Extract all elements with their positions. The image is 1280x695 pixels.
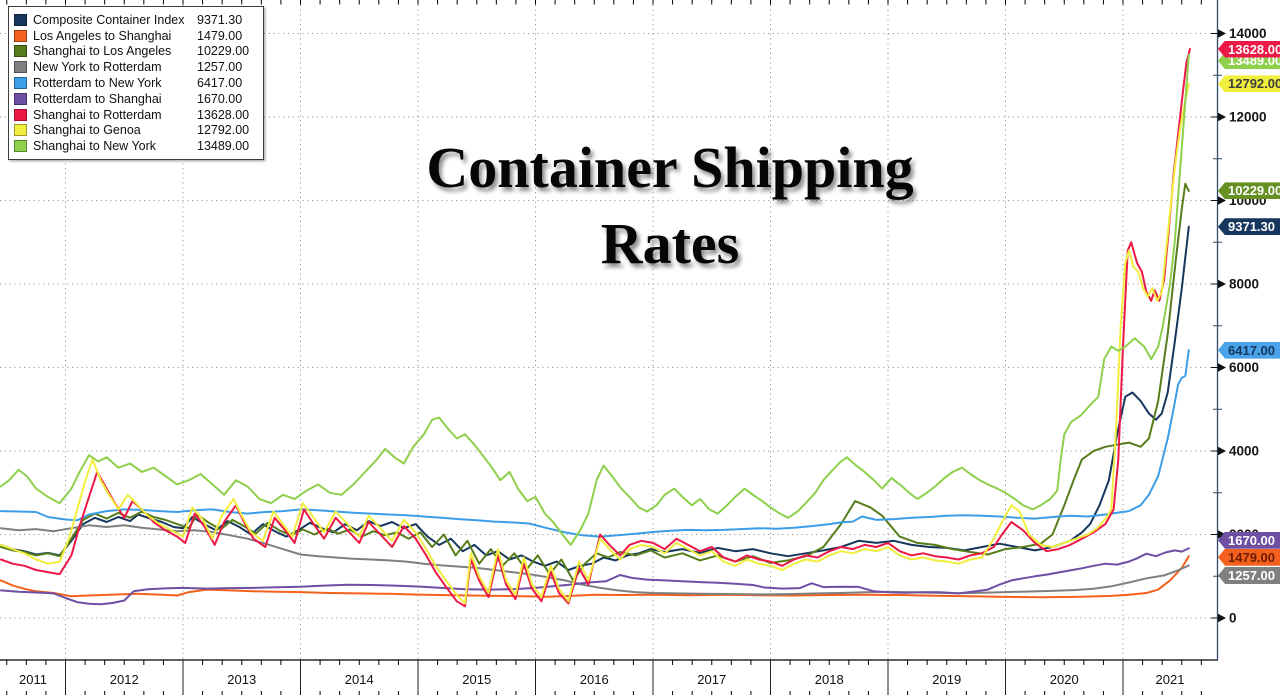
legend-item-los-angeles-to-shanghai: Los Angeles to Shanghai 1479.00: [14, 28, 257, 44]
x-axis-year-label: 2015: [462, 672, 491, 687]
y-axis-label: 6000: [1229, 360, 1259, 375]
legend-route-label: Shanghai to Los Angeles: [33, 44, 172, 59]
y-axis-label: 12000: [1229, 110, 1267, 125]
legend-swatch-icon: [14, 45, 27, 58]
legend-route-label: Composite Container Index: [33, 12, 185, 27]
legend-item-shanghai-to-genoa: Shanghai to Genoa 12792.00: [14, 123, 257, 139]
chart-line-shanghai-to-rotterdam: [0, 48, 1191, 608]
chart-line-rotterdam-to-new-york: [0, 349, 1190, 538]
legend-route-label: Shanghai to Genoa: [33, 123, 141, 138]
legend-value: 10229.00: [197, 44, 250, 59]
x-axis-year-label: 2011: [19, 672, 47, 687]
price-tag-rotterdam-to-shanghai: 1670.00: [1218, 531, 1280, 549]
legend-route-label: Rotterdam to Shanghai: [33, 91, 162, 106]
legend-box: Composite Container Index 9371.30 Los Ange…: [8, 6, 264, 161]
legend-item-rotterdam-to-new-york: Rotterdam to New York 6417.00: [14, 75, 257, 91]
legend-item-rotterdam-to-shanghai: Rotterdam to Shanghai 1670.00: [14, 91, 257, 107]
legend-swatch-icon: [14, 92, 27, 105]
legend-item-new-york-to-rotterdam: New York to Rotterdam 1257.00: [14, 59, 257, 75]
x-axis-year-label: 2013: [227, 672, 256, 687]
price-tag-new-york-to-rotterdam: 1257.00: [1218, 567, 1280, 584]
price-tag-composite-container-index: 9371.30: [1218, 218, 1280, 236]
x-axis-year-label: 2014: [345, 672, 374, 687]
legend-value: 13489.00: [197, 139, 250, 154]
legend-route-label: Rotterdam to New York: [33, 76, 162, 91]
y-axis-label: 8000: [1229, 277, 1259, 292]
x-axis-year-label: 2019: [932, 672, 961, 687]
legend-swatch-icon: [14, 29, 27, 42]
y-axis-label: 14000: [1229, 26, 1267, 41]
legend-value: 13628.00: [197, 107, 250, 122]
y-axis-arrow-icon: [1218, 530, 1226, 539]
chart-line-shanghai-to-genoa: [0, 82, 1190, 605]
legend-item-shanghai-to-los-angeles: Shanghai to Los Angeles 10229.00: [14, 44, 257, 60]
y-axis-arrow-icon: [1218, 196, 1226, 205]
legend-route-label: New York to Rotterdam: [33, 60, 162, 75]
legend-swatch-icon: [14, 124, 27, 137]
price-tag-shanghai-to-rotterdam: 13628.00: [1218, 40, 1280, 58]
x-axis-year-label: 2017: [697, 672, 726, 687]
x-axis-year-label: 2012: [110, 672, 139, 687]
legend-swatch-icon: [14, 61, 27, 74]
legend-value: 9371.30: [197, 12, 243, 27]
legend-swatch-icon: [14, 77, 27, 90]
y-axis-label: 4000: [1229, 444, 1259, 459]
chart-line-rotterdam-to-shanghai: [0, 547, 1190, 606]
legend-item-shanghai-to-rotterdam: Shanghai to Rotterdam 13628.00: [14, 107, 257, 123]
series-lines: [0, 48, 1191, 608]
price-tag-shanghai-to-los-angeles: 10229.00: [1218, 182, 1280, 200]
legend-swatch-icon: [14, 108, 27, 121]
x-axis-year-label: 2020: [1050, 672, 1079, 687]
legend-value: 6417.00: [197, 76, 243, 91]
y-axis-arrow-icon: [1218, 279, 1226, 289]
y-axis-arrow-icon: [1218, 363, 1226, 372]
legend-swatch-icon: [14, 13, 27, 26]
x-axis-year-label: 2021: [1156, 672, 1185, 687]
axis-frame: [0, 0, 1219, 661]
chart-line-shanghai-to-los-angeles: [0, 182, 1190, 582]
legend-value: 1257.00: [197, 60, 243, 75]
legend-route-label: Los Angeles to Shanghai: [33, 28, 172, 43]
legend-item-shanghai-to-new-york: Shanghai to New York 13489.00: [14, 138, 257, 154]
y-axis-label: 0: [1229, 611, 1237, 626]
price-tag-los-angeles-to-shanghai: 1479.00: [1218, 548, 1280, 566]
legend-item-composite-container-index: Composite Container Index 9371.30: [14, 12, 257, 28]
x-axis: 2011 2012 2013 2014 2015 2016 2017 2018 2019 2020…: [19, 660, 1185, 694]
price-tag-shanghai-to-genoa: 12792.00: [1218, 75, 1280, 93]
y-axis-arrow-icon: [1218, 29, 1226, 38]
legend-value: 12792.00: [197, 123, 250, 138]
x-axis-year-label: 2018: [815, 672, 844, 687]
y-axis-arrow-icon: [1218, 613, 1226, 623]
price-tag-rotterdam-to-new-york: 6417.00: [1218, 341, 1280, 359]
legend-route-label: Shanghai to Rotterdam: [33, 107, 162, 122]
axis-ticks: [6, 0, 1202, 695]
y-axis-arrow-icon: [1218, 112, 1226, 122]
y-axis-arrow-icon: [1218, 446, 1226, 456]
x-axis-year-label: 2016: [580, 672, 609, 687]
legend-value: 1479.00: [197, 28, 243, 43]
chart-line-shanghai-to-new-york: [0, 53, 1190, 546]
chart-line-composite-container-index: [0, 225, 1190, 571]
legend-swatch-icon: [14, 140, 27, 153]
legend-value: 1670.00: [197, 91, 243, 106]
legend-route-label: Shanghai to New York: [33, 139, 157, 154]
